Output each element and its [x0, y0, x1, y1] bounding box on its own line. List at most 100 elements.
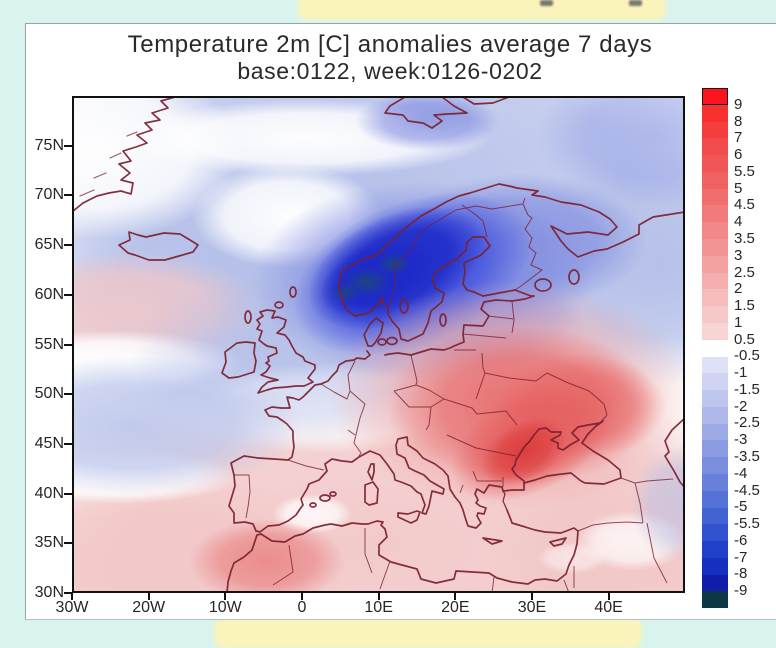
colorbar-segment	[702, 205, 728, 223]
colorbar-label: -2	[734, 397, 748, 415]
lat-tick	[64, 293, 72, 296]
lon-label: 20W	[132, 599, 166, 616]
lon-label: 40E	[594, 599, 623, 616]
colorbar-label: -0.5	[734, 347, 760, 365]
colorbar-label: -9	[734, 582, 748, 600]
colorbar-segment	[702, 121, 728, 139]
colorbar-label: 0.5	[734, 330, 755, 348]
chart-title: Temperature 2m [C] anomalies average 7 d…	[127, 31, 653, 58]
lat-label: 50N	[34, 385, 64, 403]
colorbar-label: -1	[734, 364, 748, 382]
highlight-strip-top	[298, 0, 666, 20]
colorbar-segment	[702, 222, 728, 240]
lat-label: 30N	[34, 584, 64, 601]
colorbar-segment	[702, 541, 728, 558]
lon-tick	[454, 593, 457, 600]
colorbar-segment	[702, 373, 728, 391]
lon-tick	[71, 593, 73, 600]
cropped-text-artifact	[540, 0, 553, 6]
lat-tick	[64, 194, 72, 197]
highlight-strip-bottom	[214, 618, 642, 648]
colorbar-label: -3	[734, 431, 748, 449]
lat-label: 65N	[34, 236, 64, 254]
lat-label: 35N	[34, 534, 64, 552]
colorbar-segment	[702, 255, 728, 273]
colorbar-label: 2.5	[734, 263, 755, 281]
lon-tick	[607, 593, 610, 600]
colorbar-segment	[702, 239, 728, 256]
colorbar-label: 3	[734, 246, 743, 264]
colorbar-segment	[702, 306, 728, 323]
lat-label: 45N	[34, 434, 64, 452]
colorbar-segment	[702, 406, 728, 424]
colorbar-label: -7	[734, 548, 748, 566]
colorbar-label: 1.5	[734, 297, 755, 315]
lon-tick	[147, 593, 150, 600]
lon-tick	[300, 593, 303, 600]
lon-tick	[377, 593, 380, 600]
lat-tick	[64, 592, 72, 594]
colorbar-segment	[702, 104, 728, 122]
lat-tick	[64, 492, 72, 495]
colorbar-label: 4	[734, 213, 743, 231]
cropped-text-artifact	[629, 0, 642, 6]
lat-label: 40N	[34, 484, 64, 502]
lat-label: 75N	[34, 136, 64, 154]
lat-tick	[64, 393, 72, 396]
lat-label: 60N	[34, 285, 64, 303]
colorbar-label: -6	[734, 531, 748, 549]
colorbar-label: -5	[734, 498, 748, 516]
lon-label: 20E	[441, 599, 470, 616]
colorbar-segment	[702, 322, 728, 340]
lon-label: 30E	[517, 599, 547, 616]
colorbar-segment	[702, 339, 728, 357]
colorbar-segment	[702, 457, 728, 474]
colorbar-label: 2	[734, 280, 743, 298]
colorbar-label: 7	[734, 129, 743, 147]
lat-label: 70N	[34, 186, 64, 204]
colorbar-segment	[702, 490, 728, 508]
colorbar-segment	[702, 591, 728, 609]
colorbar-segment	[702, 356, 728, 374]
colorbar-segment	[702, 390, 728, 407]
colorbar-label: 9	[734, 95, 743, 113]
colorbar-label: 5.5	[734, 162, 755, 180]
lon-tick	[224, 593, 227, 600]
lat-tick	[64, 244, 72, 247]
lat-label: 55N	[34, 335, 64, 353]
colorbar-label: 4.5	[734, 196, 755, 214]
coastlines	[71, 96, 686, 594]
colorbar-segment	[702, 171, 728, 189]
map-border	[72, 96, 685, 593]
colorbar-segment	[702, 574, 728, 592]
colorbar-segment	[702, 440, 728, 458]
colorbar-label: -8	[734, 565, 748, 583]
colorbar-segment	[702, 423, 728, 441]
chart-subtitle: base:0122, week:0126-0202	[237, 58, 543, 84]
colorbar	[702, 88, 728, 609]
country-borders	[234, 197, 674, 594]
lon-label: 30W	[55, 599, 89, 616]
colorbar-label: -4.5	[734, 481, 760, 499]
colorbar-segment	[702, 138, 728, 156]
colorbar-label: -1.5	[734, 380, 760, 398]
colorbar-label: 8	[734, 112, 743, 130]
lon-label: 10E	[364, 599, 393, 616]
lat-tick	[64, 442, 72, 445]
colorbar-label: -3.5	[734, 448, 760, 466]
lat-tick	[64, 542, 72, 545]
colorbar-label: 1	[734, 313, 743, 331]
colorbar-label: -4	[734, 464, 748, 482]
lon-label: 10W	[208, 599, 242, 616]
colorbar-segment	[702, 473, 728, 491]
colorbar-segment	[702, 289, 728, 307]
colorbar-segment	[702, 524, 728, 542]
colorbar-segment	[702, 188, 728, 206]
colorbar-label: 5	[734, 179, 743, 197]
lon-label: 0	[297, 599, 307, 616]
colorbar-segment	[702, 88, 728, 105]
lat-tick	[64, 343, 72, 346]
colorbar-label: 3.5	[734, 229, 755, 247]
